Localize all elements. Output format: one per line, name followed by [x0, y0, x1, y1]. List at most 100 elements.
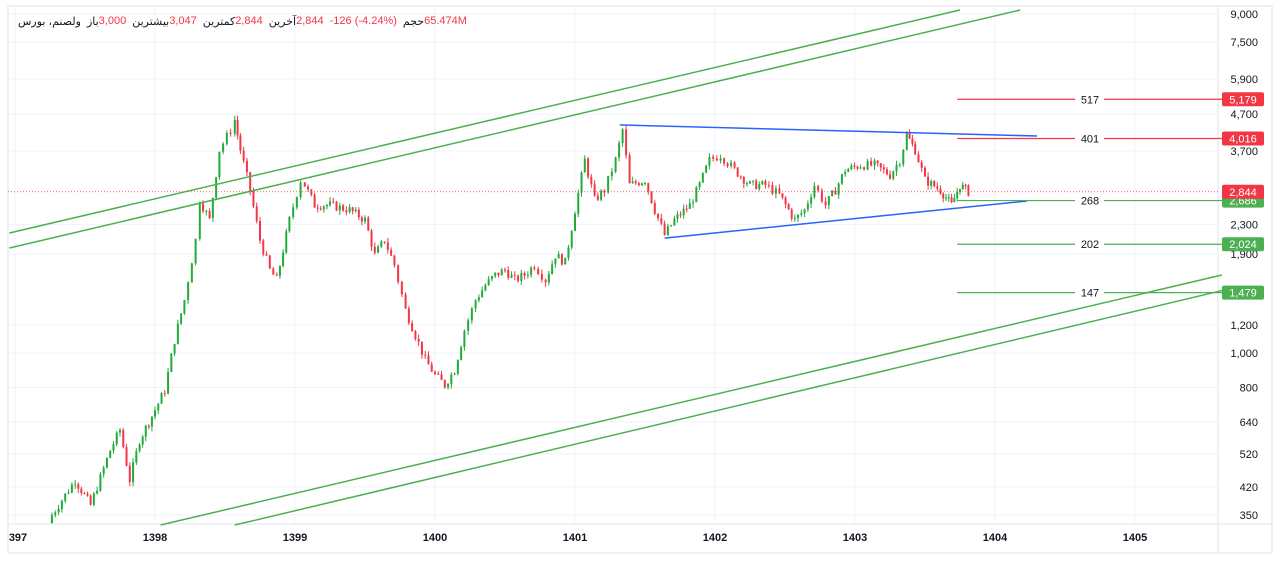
channel-trendline: [9, 9, 1021, 249]
candle-body: [259, 221, 261, 241]
candle-body: [784, 197, 787, 205]
candle-body: [587, 158, 590, 177]
candle-body: [695, 187, 698, 203]
candle-body: [660, 218, 663, 224]
change-value: -126 (-4.24%): [329, 15, 397, 27]
candle-body: [787, 204, 790, 210]
candle-body: [961, 184, 964, 189]
candle-body: [150, 416, 153, 427]
candle-body: [325, 205, 328, 207]
candle-body: [953, 198, 956, 203]
candle-body: [882, 167, 885, 170]
candle-body: [307, 186, 310, 190]
candle-body: [295, 197, 298, 208]
candle-body: [712, 156, 715, 159]
triangle-trendline: [664, 200, 1028, 239]
candle-body: [132, 462, 135, 483]
candle-body: [837, 183, 840, 195]
candle-body: [666, 226, 669, 235]
candle-body: [705, 165, 708, 173]
candle-body: [730, 162, 733, 167]
candle-body: [967, 185, 970, 196]
candle-body: [198, 203, 201, 239]
candle-body: [924, 167, 926, 177]
candle-body: [176, 323, 179, 344]
candle-body: [752, 180, 755, 182]
candle-body: [348, 207, 351, 213]
candle-body: [790, 209, 793, 219]
candle-body: [767, 184, 770, 186]
candle-body: [679, 214, 682, 216]
candle-body: [824, 201, 827, 206]
candle-body: [673, 218, 676, 226]
candle-body: [173, 343, 176, 354]
candle-body: [670, 225, 673, 227]
candle-body: [739, 176, 742, 178]
candle-body: [936, 186, 939, 189]
candle-body: [733, 162, 736, 168]
candle-body: [357, 209, 360, 218]
y-tick-label: 5,900: [1230, 74, 1258, 86]
candle-body: [470, 308, 473, 321]
level-label: 268: [1081, 196, 1099, 208]
level-label: 202: [1081, 239, 1099, 251]
candle-body: [481, 290, 484, 298]
candle-body: [570, 231, 573, 248]
candle-body: [905, 133, 908, 150]
candle-body: [959, 188, 961, 193]
candle-body: [477, 297, 480, 301]
candle-body: [141, 436, 144, 445]
candle-body: [367, 217, 370, 231]
channel-trendline: [234, 289, 1225, 526]
candle-body: [109, 450, 112, 458]
candle-body: [933, 181, 936, 187]
candle-body: [96, 490, 99, 494]
candle-body: [723, 158, 726, 164]
volume-label: حجم: [402, 16, 425, 28]
candle-body: [844, 171, 847, 175]
high-label: بیشترین: [132, 16, 170, 28]
candle-body: [820, 190, 823, 202]
candle-body: [99, 474, 102, 491]
level-price-label: 4,016: [1229, 134, 1257, 146]
x-tick-label: 1400: [423, 532, 447, 544]
candle-body: [275, 274, 278, 276]
candle-body: [663, 223, 666, 235]
level-price-label: 2,024: [1229, 239, 1257, 251]
candle-body: [60, 500, 63, 509]
candle-body: [513, 274, 516, 276]
candle-body: [119, 430, 121, 433]
candle-body: [755, 180, 758, 190]
candle-body: [364, 217, 366, 222]
candle-body: [628, 155, 631, 184]
candle-body: [764, 181, 767, 185]
candle-body: [800, 213, 803, 215]
y-tick-label: 420: [1240, 482, 1258, 494]
candle-body: [205, 211, 208, 213]
candle-body: [834, 190, 837, 195]
candle-body: [537, 268, 540, 274]
candle-body: [102, 467, 105, 475]
candle-body: [911, 138, 914, 144]
candle-body: [397, 265, 400, 282]
x-tick-label: 397: [9, 532, 27, 544]
candle-body: [67, 492, 70, 494]
candle-body: [77, 484, 80, 489]
candle-body: [135, 451, 138, 463]
candle-body: [370, 230, 373, 247]
candle-body: [634, 181, 637, 184]
candle-body: [873, 160, 876, 166]
candle-body: [761, 181, 764, 185]
candle-body: [749, 181, 751, 184]
candle-body: [964, 184, 967, 186]
candle-body: [313, 194, 316, 208]
low-label: کمترین: [202, 16, 236, 28]
candle-body: [504, 269, 506, 271]
candle-body: [817, 185, 820, 191]
candle-body: [797, 214, 800, 219]
level-label: 147: [1081, 288, 1099, 300]
candle-body: [345, 210, 348, 213]
candle-body: [637, 183, 640, 186]
last-price-label: 2,844: [1229, 187, 1257, 199]
